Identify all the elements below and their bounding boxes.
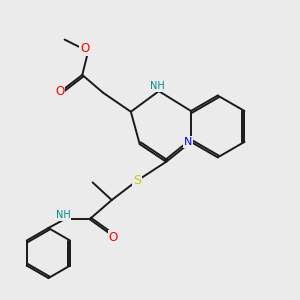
- Text: NH: NH: [56, 210, 70, 220]
- Text: O: O: [109, 231, 118, 244]
- Text: NH: NH: [150, 81, 165, 91]
- Text: S: S: [133, 174, 141, 188]
- Text: N: N: [184, 137, 192, 147]
- Text: O: O: [55, 85, 64, 98]
- Text: O: O: [80, 42, 89, 55]
